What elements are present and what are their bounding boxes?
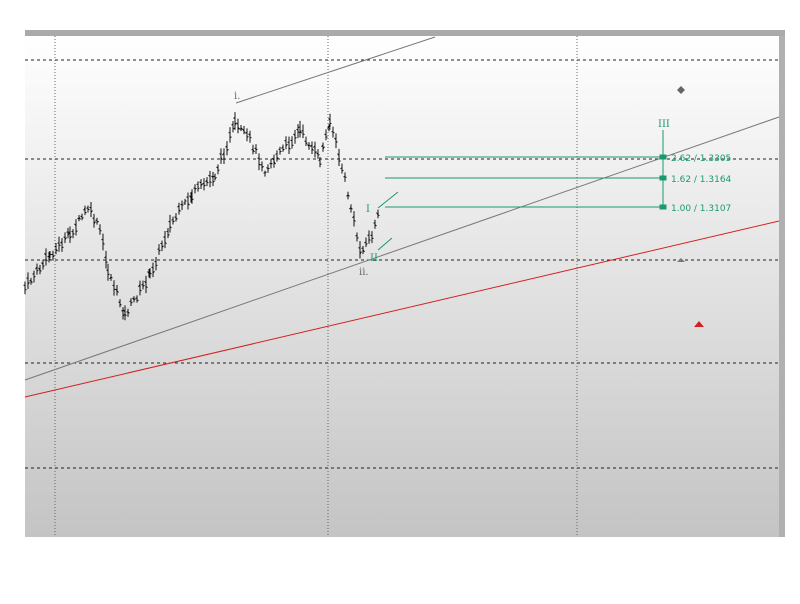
price-bar <box>81 216 83 217</box>
wave-label: I <box>366 204 370 215</box>
top-border <box>25 30 785 36</box>
price-bar <box>130 301 132 302</box>
price-bar <box>247 137 249 138</box>
price-bar <box>191 193 193 194</box>
price-bar <box>210 182 212 183</box>
wave-label: III <box>658 119 670 130</box>
price-bar <box>172 220 174 221</box>
fib-label: 1.00 / 1.3107 <box>671 204 731 214</box>
price-bar <box>365 242 367 243</box>
price-bar <box>303 134 305 135</box>
price-bar <box>366 244 368 245</box>
price-bar <box>30 280 32 281</box>
price-bar <box>237 123 239 124</box>
price-bar <box>325 134 327 135</box>
price-bar <box>255 148 257 149</box>
price-bar <box>369 240 371 241</box>
price-bar <box>378 215 380 216</box>
price-bar <box>181 204 183 205</box>
wave-label: ii. <box>359 267 369 278</box>
price-bar <box>285 140 287 141</box>
price-bar <box>140 290 142 291</box>
price-bar <box>27 278 29 279</box>
price-bar <box>125 315 127 316</box>
price-bar <box>198 188 200 189</box>
fib-label: 1.62 / 1.3164 <box>671 175 732 185</box>
price-bar <box>136 298 138 299</box>
wave-label: II <box>370 253 378 264</box>
price-bar <box>207 182 209 183</box>
price-bar <box>256 149 258 150</box>
price-bar <box>252 149 254 150</box>
right-border <box>779 36 785 537</box>
fib-label: 2.62 / 1.3305 <box>671 154 731 164</box>
price-bar <box>291 140 293 141</box>
price-bar <box>46 260 48 261</box>
wave-label: i. <box>234 91 240 102</box>
price-bar <box>359 248 361 249</box>
price-bar <box>280 151 282 152</box>
price-bar <box>103 243 105 244</box>
price-bar <box>111 277 113 278</box>
price-bar <box>351 208 353 209</box>
price-bar <box>268 168 270 169</box>
price-bar <box>298 132 300 133</box>
price-bar <box>106 262 108 263</box>
price-bar <box>297 129 299 130</box>
price-bar <box>108 274 110 275</box>
price-bar <box>276 154 278 155</box>
price-bar <box>305 141 307 142</box>
price-bar <box>319 160 321 161</box>
price-bar <box>169 221 171 222</box>
price-bar <box>203 183 205 184</box>
price-bar <box>40 271 42 272</box>
price-bar <box>142 284 144 285</box>
price-bar <box>192 199 194 200</box>
